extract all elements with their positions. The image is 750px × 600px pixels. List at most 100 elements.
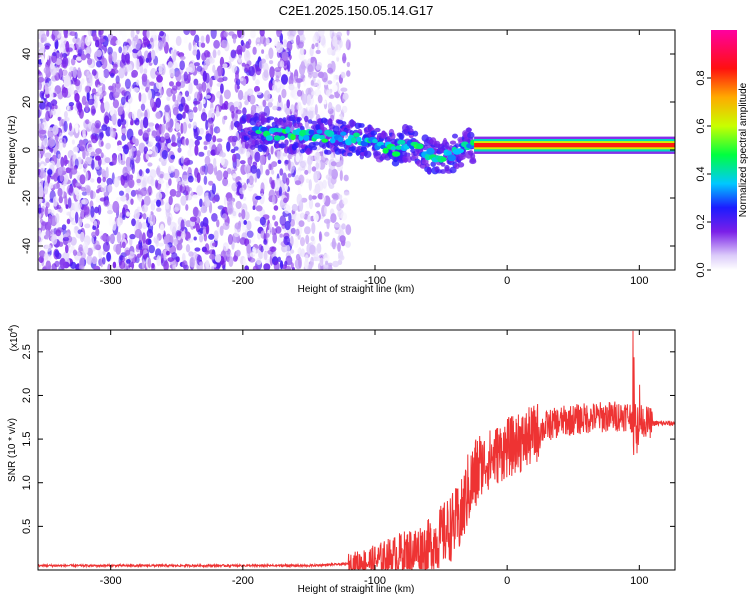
spectrogram-noise-cell <box>164 132 170 139</box>
spectrogram-noise-cell <box>138 142 146 154</box>
colorbar-tick-label: 0.8 <box>695 70 707 85</box>
spectrogram-noise-cell <box>276 42 283 54</box>
spectrogram-noise-cell <box>38 109 41 119</box>
spectrogram-tone-halo <box>470 152 476 160</box>
spectrogram-noise-cell <box>100 57 108 70</box>
spectrogram-noise-cell <box>343 191 350 196</box>
spectrogram-noise-cell <box>265 54 270 60</box>
spectrogram-noise-cell <box>105 166 109 178</box>
spectrogram-noise-cell <box>121 133 127 142</box>
spectrogram-noise-cell <box>137 50 142 57</box>
spectrogram-noise-cell <box>310 155 314 163</box>
spectrogram-tone-halo <box>408 128 414 133</box>
spectrogram-noise-cell <box>91 159 95 170</box>
spectrogram-noise-cell <box>48 214 53 227</box>
spectrogram-noise-cell <box>308 179 312 191</box>
spectrogram-noise-cell <box>190 190 194 197</box>
spectrogram-tone-halo <box>254 139 259 146</box>
spectrogram-noise-cell <box>61 63 67 68</box>
spectrogram-noise-cell <box>328 101 333 112</box>
spectrogram-noise-cell <box>222 222 230 231</box>
spectrogram-noise-cell <box>112 261 117 269</box>
spectrogram-noise-cell <box>211 183 216 195</box>
spectrogram-noise-cell <box>307 65 314 75</box>
spectrogram-tone-blob <box>446 150 452 156</box>
spectrogram-noise-cell <box>147 122 155 127</box>
spectrogram-noise-cell <box>164 187 169 197</box>
spectrogram-noise-cell <box>232 210 237 217</box>
spectrogram-tone-halo <box>341 121 347 126</box>
spectrogram-noise-cell <box>290 227 296 235</box>
spectrogram-noise-cell <box>246 151 251 158</box>
spectrogram-noise-cell <box>230 49 237 59</box>
spectrogram-noise-cell <box>58 139 63 151</box>
spectrogram-noise-cell <box>286 40 293 52</box>
spectrogram-noise-cell <box>90 236 95 245</box>
spectrogram-noise-cell <box>131 218 136 227</box>
spectrogram-noise-cell <box>158 242 164 247</box>
spectrogram-noise-cell <box>192 49 198 56</box>
snr-y-tick-label: 1.0 <box>21 475 33 490</box>
spectrogram-noise-cell <box>64 195 68 206</box>
spectrogram-noise-cell <box>270 145 274 155</box>
spectrogram-noise-cell <box>245 44 251 49</box>
spectrogram-noise-cell <box>147 89 152 101</box>
spectrogram-noise-cell <box>108 215 113 227</box>
spectrogram-noise-cell <box>61 86 69 98</box>
spectrogram-noise-cell <box>169 189 177 197</box>
spectrogram-noise-cell <box>294 238 299 249</box>
spectrogram-noise-cell <box>208 110 212 119</box>
spectrogram-tone-blob <box>372 138 378 144</box>
spectrogram-tone-blob <box>340 131 347 136</box>
spectrogram-noise-cell <box>311 43 315 50</box>
spectrogram-noise-cell <box>239 237 247 245</box>
snr-y-axis-label: SNR (10 * v/v) <box>7 418 18 482</box>
spectrogram-noise-cell <box>220 83 224 94</box>
spectrogram-tone-blob <box>440 157 447 162</box>
spectrogram-noise-cell <box>112 69 119 74</box>
spectrogram-noise-cell <box>136 108 142 120</box>
spectrogram-noise-cell <box>119 260 126 270</box>
spectrogram-noise-cell <box>288 212 292 223</box>
spectrogram-tone-blob <box>265 135 273 141</box>
spectrogram-noise-cell <box>269 246 277 253</box>
spectrogram-noise-cell <box>259 216 266 226</box>
spectrogram-tone-halo <box>404 152 411 157</box>
spectrogram-noise-cell <box>311 166 317 172</box>
spectrogram-noise-cell <box>176 231 183 237</box>
spectrogram-tone-halo <box>430 161 437 167</box>
spectrogram-noise-cell <box>84 85 90 93</box>
spectrogram-noise-cell <box>161 160 167 166</box>
spectrogram-noise-cell <box>176 242 183 251</box>
spectrogram-noise-cell <box>269 60 274 65</box>
spectrogram-noise-cell <box>63 120 68 132</box>
spectrogram-tone-halo <box>304 115 309 123</box>
spectrogram-noise-cell <box>197 210 201 217</box>
spectrogram-tone-halo <box>444 141 450 149</box>
spectrogram-noise-cell <box>296 193 303 206</box>
spectrogram-noise-cell <box>245 50 250 58</box>
spectrogram-noise-cell <box>320 34 326 46</box>
spectrogram-noise-cell <box>121 241 126 249</box>
spectrogram-noise-cell <box>293 86 299 92</box>
spectrogram-tone-blob <box>390 146 397 151</box>
spectrogram-tone-halo <box>454 143 460 148</box>
spectrogram-noise-cell <box>109 126 114 138</box>
spectrogram-noise-cell <box>173 238 179 247</box>
spectrogram-noise-cell <box>118 46 123 54</box>
spectrogram-noise-cell <box>272 214 276 221</box>
spectrogram-noise-cell <box>94 120 102 129</box>
spectrogram-noise-cell <box>77 67 82 79</box>
spectrogram-noise-cell <box>85 119 90 125</box>
spectrogram-noise-cell <box>207 117 214 124</box>
spectrogram-noise-cell <box>190 30 196 36</box>
spectrogram-noise-cell <box>272 105 278 111</box>
spectrogram-noise-cell <box>304 226 311 235</box>
spectrogram-noise-cell <box>75 37 82 50</box>
spectrogram-noise-cell <box>268 47 274 60</box>
spectrogram-noise-cell <box>38 123 45 130</box>
spectrogram-noise-cell <box>51 108 56 116</box>
spectrogram-noise-cell <box>295 153 300 163</box>
spectrogram-noise-cell <box>285 255 293 266</box>
spectrogram-noise-cell <box>44 206 49 218</box>
